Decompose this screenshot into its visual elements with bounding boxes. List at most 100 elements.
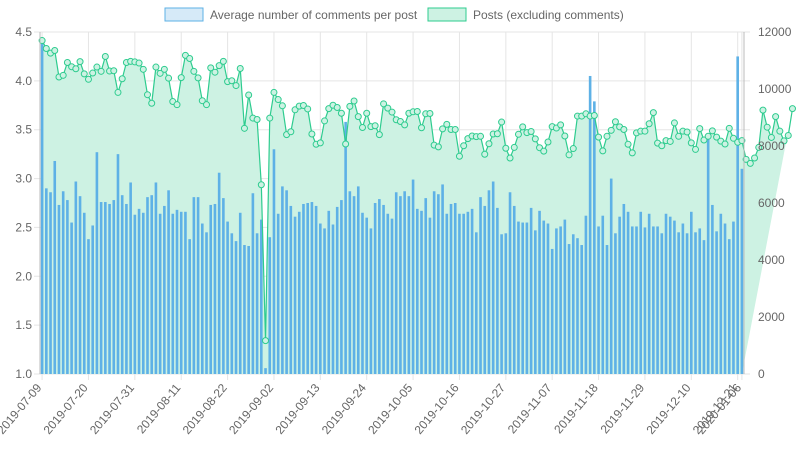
posts-point [557,121,565,129]
y-right-tick-label: 2000 [758,310,785,324]
posts-point [177,74,185,82]
x-tick-label: 2019-10-05 [365,381,415,437]
posts-point [165,74,173,82]
posts-point [514,130,522,138]
comments-bar [49,192,52,374]
posts-point [51,47,59,55]
posts-point [498,118,506,126]
y-left-tick-label: 3.5 [15,123,32,137]
posts-point [228,77,236,85]
posts-point [257,181,265,189]
posts-point [788,105,796,113]
posts-point [531,135,539,143]
comments-bar [487,190,491,374]
comments-bar [344,121,347,375]
posts-point [274,96,282,104]
posts-point [240,124,248,132]
legend-swatch-posts[interactable] [427,7,467,22]
posts-point [485,140,493,148]
posts-point [725,124,733,132]
comments-bar [125,203,128,374]
comments-bar [673,220,676,374]
comments-bar [226,221,229,374]
comments-bar [593,101,596,374]
comments-bar [727,239,731,374]
comments-bar [281,186,284,374]
posts-point [110,67,118,75]
comments-bar [656,226,659,374]
comments-bar [618,216,621,374]
posts-point [729,134,737,142]
comments-bar [222,198,225,374]
comments-bar [609,178,613,374]
x-tick-label: 2019-09-24 [319,381,369,437]
posts-point [135,59,143,67]
comments-bar [99,202,103,374]
comments-bar [163,205,166,374]
x-tick-label: 2019-07-20 [41,381,91,437]
comments-bar [394,192,398,374]
x-tick-label: 2019-07-31 [87,381,137,437]
comments-bar [462,213,465,374]
comments-bar [112,200,116,374]
y-right-tick-label: 6000 [758,196,785,210]
comments-bar [576,238,579,374]
x-tick-label: 2019-08-11 [134,381,184,437]
comments-bar [538,210,541,374]
posts-point [211,68,219,76]
comments-bar [580,245,583,374]
comments-bar [365,217,369,374]
legend-swatch-comments[interactable] [164,7,204,22]
posts-point [186,55,194,62]
comments-bar [238,212,242,374]
comments-bar [251,193,255,374]
comments-bar [491,181,495,374]
posts-point [561,132,569,140]
posts-point [683,128,691,136]
comments-bar [200,223,204,374]
posts-point [152,63,160,71]
posts-point [649,109,657,117]
posts-point [304,105,312,113]
y-right-tick-label: 4000 [758,253,785,267]
x-tick-label: 2019-12-10 [643,381,693,437]
posts-point [460,142,468,150]
comments-bar [500,234,503,374]
comments-bar [437,194,440,374]
comments-bar [302,203,305,374]
posts-point [363,109,371,117]
legend-label-comments[interactable]: Average number of comments per post [210,8,418,22]
comments-bar [352,196,356,374]
comments-bar [306,203,309,374]
posts-point [565,151,573,159]
comments-bar [91,225,94,374]
posts-point [388,108,396,116]
posts-point [354,113,362,121]
comments-bar [179,211,183,374]
comments-bar [158,213,162,374]
comments-bar [209,204,213,374]
comments-bar [53,160,57,374]
posts-area [42,40,793,375]
comments-bar [205,232,208,374]
comments-bar [542,220,546,374]
comments-bar [285,190,288,374]
posts-point [72,65,80,73]
comments-bar [230,233,234,374]
comments-bar [630,226,634,374]
comments-bar [167,190,170,374]
y-right-tick-label: 0 [758,367,765,381]
legend[interactable]: Average number of comments per post Post… [164,7,624,22]
comments-bar [356,186,360,374]
comments-bar [57,204,61,374]
comments-bar [116,154,120,374]
posts-point [144,91,151,99]
comments-bar [711,204,714,374]
posts-point [784,131,792,139]
posts-point [776,127,784,135]
posts-point [738,137,746,145]
legend-label-posts[interactable]: Posts (excluding comments) [473,8,624,22]
comments-bar [289,205,293,374]
